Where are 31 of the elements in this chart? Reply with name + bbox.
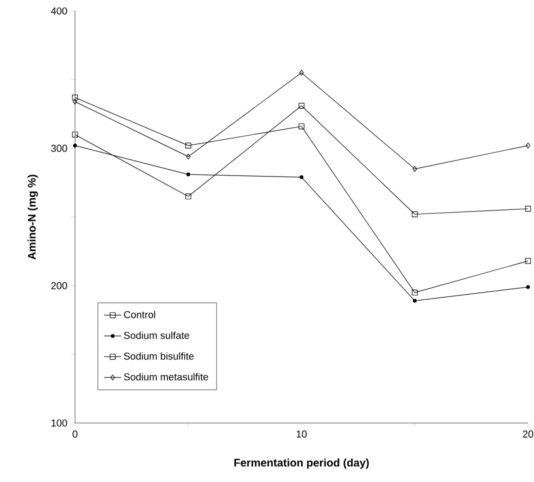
point <box>526 285 530 289</box>
point <box>186 172 190 176</box>
point <box>72 94 78 100</box>
point <box>300 175 304 180</box>
point <box>412 290 418 296</box>
y-tick-label: 300 <box>51 144 68 152</box>
point <box>72 132 78 138</box>
y-tick-label: 200 <box>51 282 68 290</box>
point <box>186 154 191 160</box>
x-axis-title: Fermentation period (day) <box>234 458 369 469</box>
point <box>298 102 304 109</box>
legend-label: Sodium sulfate <box>124 332 190 339</box>
legend-label: Control <box>124 310 156 318</box>
point <box>412 298 417 303</box>
point <box>412 211 418 218</box>
x-tick-label: 10 <box>296 430 307 438</box>
x-tick-label: 0 <box>72 430 78 438</box>
point <box>73 144 77 148</box>
point <box>185 194 192 200</box>
point <box>412 166 418 172</box>
y-tick-label: 400 <box>51 7 68 15</box>
legend-label: Sodium bisulfite <box>124 352 194 360</box>
point <box>299 70 304 76</box>
y-tick-label: 100 <box>52 419 68 427</box>
x-tick-label: 20 <box>522 430 534 438</box>
point <box>525 258 531 264</box>
legend-label: Sodium metasulfite <box>124 373 208 380</box>
point <box>185 142 192 148</box>
y-axis-title: Amino-N (mg %) <box>28 174 38 260</box>
point <box>298 123 304 130</box>
point <box>525 206 531 212</box>
